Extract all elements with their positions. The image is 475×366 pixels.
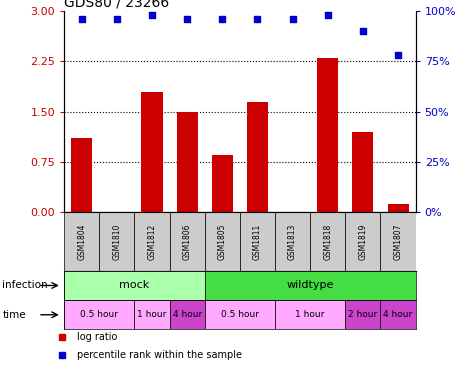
- Bar: [205, 300, 275, 329]
- Text: GSM1818: GSM1818: [323, 223, 332, 260]
- Bar: [212, 155, 233, 212]
- Point: [148, 12, 156, 18]
- Text: GSM1810: GSM1810: [113, 223, 121, 260]
- Bar: [275, 212, 310, 271]
- Bar: [205, 212, 240, 271]
- Text: infection: infection: [2, 280, 48, 291]
- Bar: [275, 300, 345, 329]
- Bar: [380, 212, 416, 271]
- Bar: [170, 212, 205, 271]
- Bar: [142, 92, 162, 212]
- Bar: [71, 138, 92, 212]
- Bar: [317, 58, 338, 212]
- Text: mock: mock: [119, 280, 150, 291]
- Text: GSM1806: GSM1806: [183, 223, 191, 260]
- Point: [324, 12, 332, 18]
- Bar: [205, 271, 416, 300]
- Text: GSM1805: GSM1805: [218, 223, 227, 260]
- Bar: [352, 132, 373, 212]
- Point: [254, 16, 261, 22]
- Bar: [388, 204, 408, 212]
- Text: 1 hour: 1 hour: [295, 310, 325, 319]
- Text: 0.5 hour: 0.5 hour: [80, 310, 118, 319]
- Bar: [134, 212, 170, 271]
- Point: [394, 52, 402, 58]
- Bar: [99, 212, 134, 271]
- Text: 4 hour: 4 hour: [172, 310, 202, 319]
- Bar: [345, 300, 380, 329]
- Point: [183, 16, 191, 22]
- Text: GSM1811: GSM1811: [253, 223, 262, 260]
- Text: GDS80 / 23266: GDS80 / 23266: [64, 0, 170, 10]
- Bar: [247, 101, 268, 212]
- Text: time: time: [2, 310, 26, 320]
- Text: 4 hour: 4 hour: [383, 310, 413, 319]
- Point: [289, 16, 296, 22]
- Text: GSM1812: GSM1812: [148, 223, 156, 260]
- Point: [218, 16, 226, 22]
- Point: [359, 28, 367, 34]
- Bar: [134, 300, 170, 329]
- Point: [78, 16, 86, 22]
- Bar: [177, 112, 198, 212]
- Bar: [380, 300, 416, 329]
- Text: GSM1819: GSM1819: [359, 223, 367, 260]
- Text: percentile rank within the sample: percentile rank within the sample: [77, 350, 242, 360]
- Text: GSM1807: GSM1807: [394, 223, 402, 260]
- Bar: [310, 212, 345, 271]
- Text: log ratio: log ratio: [77, 332, 117, 341]
- Bar: [64, 300, 134, 329]
- Text: 2 hour: 2 hour: [348, 310, 378, 319]
- Bar: [64, 212, 99, 271]
- Text: 1 hour: 1 hour: [137, 310, 167, 319]
- Point: [113, 16, 121, 22]
- Text: GSM1804: GSM1804: [77, 223, 86, 260]
- Text: wildtype: wildtype: [286, 280, 334, 291]
- Bar: [170, 300, 205, 329]
- Bar: [345, 212, 380, 271]
- Text: GSM1813: GSM1813: [288, 223, 297, 260]
- Text: 0.5 hour: 0.5 hour: [221, 310, 259, 319]
- Bar: [240, 212, 275, 271]
- Bar: [64, 271, 205, 300]
